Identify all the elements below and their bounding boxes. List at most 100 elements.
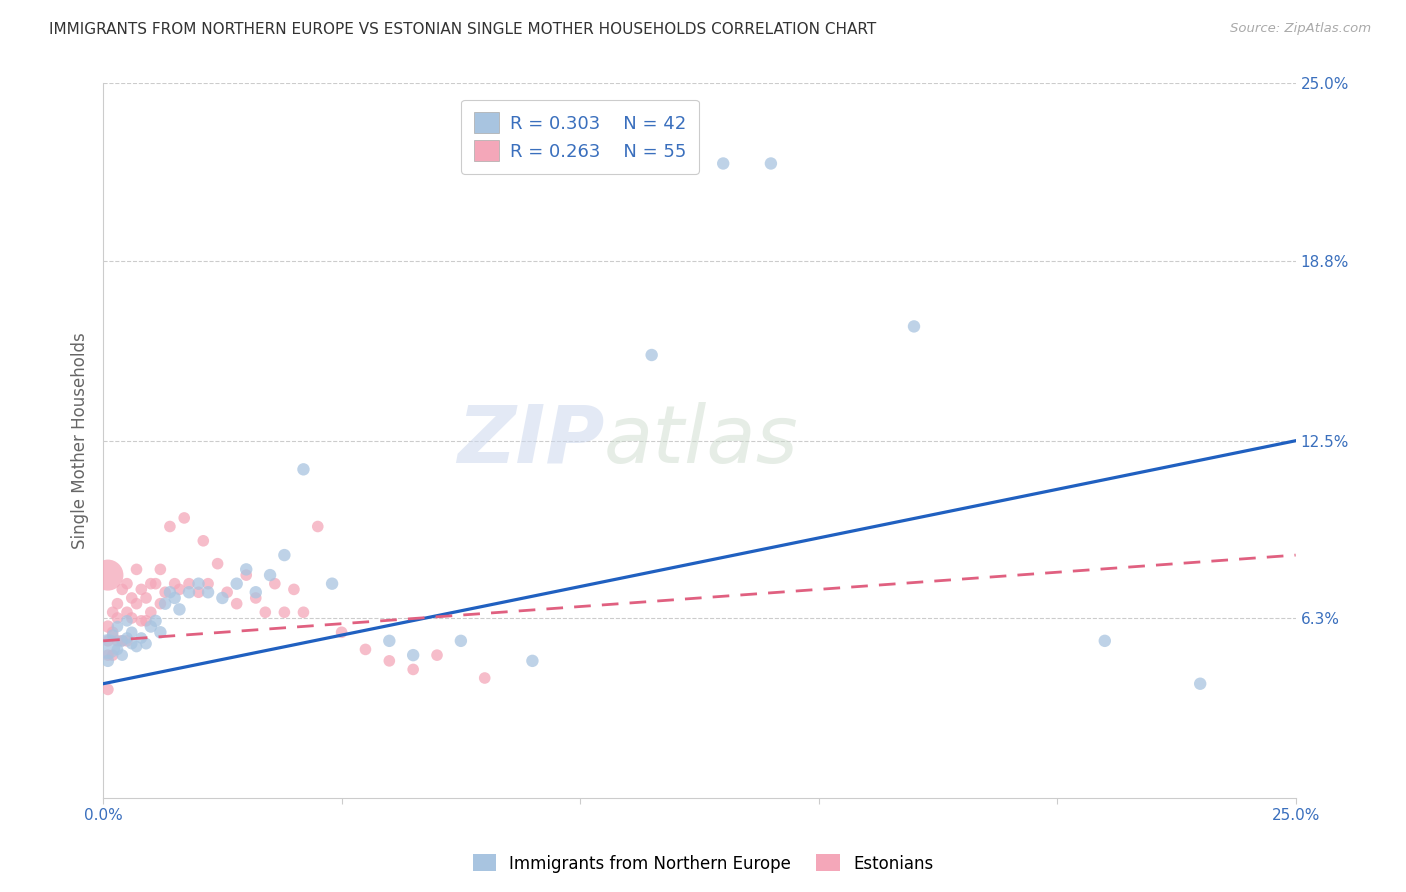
Point — [107, 619, 129, 633]
Point — [450, 633, 472, 648]
Point — [1189, 677, 1212, 691]
Point — [711, 156, 734, 170]
Point — [177, 576, 200, 591]
Point — [153, 597, 176, 611]
Point — [378, 654, 401, 668]
Point — [129, 631, 152, 645]
Point — [159, 519, 181, 533]
Point — [245, 591, 267, 605]
Point — [211, 591, 233, 605]
Point — [426, 648, 449, 662]
Point — [111, 633, 134, 648]
Point — [97, 640, 120, 654]
Point — [139, 619, 162, 633]
Point — [163, 591, 186, 605]
Point — [139, 605, 162, 619]
Legend: R = 0.303    N = 42, R = 0.263    N = 55: R = 0.303 N = 42, R = 0.263 N = 55 — [461, 100, 699, 174]
Point — [139, 576, 162, 591]
Point — [107, 597, 129, 611]
Point — [640, 348, 662, 362]
Point — [1094, 633, 1116, 648]
Point — [101, 625, 124, 640]
Point — [107, 611, 129, 625]
Point — [402, 662, 425, 676]
Point — [149, 562, 172, 576]
Point — [307, 519, 329, 533]
Point — [125, 597, 148, 611]
Point — [321, 576, 343, 591]
Point — [115, 605, 138, 619]
Point — [97, 568, 120, 582]
Point — [145, 614, 167, 628]
Point — [225, 576, 247, 591]
Point — [235, 568, 257, 582]
Point — [145, 576, 167, 591]
Point — [197, 576, 219, 591]
Point — [273, 548, 295, 562]
Point — [121, 625, 143, 640]
Text: ZIP: ZIP — [457, 401, 605, 480]
Point — [135, 614, 157, 628]
Point — [207, 557, 229, 571]
Point — [177, 585, 200, 599]
Point — [111, 648, 134, 662]
Point — [163, 576, 186, 591]
Point — [254, 605, 277, 619]
Point — [97, 633, 120, 648]
Point — [273, 605, 295, 619]
Point — [107, 642, 129, 657]
Point — [111, 633, 134, 648]
Point — [378, 633, 401, 648]
Legend: Immigrants from Northern Europe, Estonians: Immigrants from Northern Europe, Estonia… — [467, 847, 939, 880]
Text: IMMIGRANTS FROM NORTHERN EUROPE VS ESTONIAN SINGLE MOTHER HOUSEHOLDS CORRELATION: IMMIGRANTS FROM NORTHERN EUROPE VS ESTON… — [49, 22, 876, 37]
Point — [173, 511, 195, 525]
Point — [115, 576, 138, 591]
Point — [187, 585, 209, 599]
Point — [135, 637, 157, 651]
Point — [149, 597, 172, 611]
Point — [225, 597, 247, 611]
Point — [193, 533, 215, 548]
Point — [235, 562, 257, 576]
Point — [402, 648, 425, 662]
Point — [107, 633, 129, 648]
Point — [97, 648, 120, 662]
Point — [97, 654, 120, 668]
Point — [97, 619, 120, 633]
Point — [129, 582, 152, 597]
Point — [217, 585, 239, 599]
Point — [115, 614, 138, 628]
Point — [903, 319, 925, 334]
Point — [129, 614, 152, 628]
Point — [292, 605, 315, 619]
Point — [354, 642, 377, 657]
Point — [149, 625, 172, 640]
Point — [121, 611, 143, 625]
Point — [101, 628, 124, 642]
Point — [169, 582, 191, 597]
Point — [153, 585, 176, 599]
Point — [169, 602, 191, 616]
Point — [759, 156, 782, 170]
Point — [121, 637, 143, 651]
Point — [474, 671, 496, 685]
Point — [263, 576, 285, 591]
Point — [259, 568, 281, 582]
Point — [115, 633, 138, 648]
Point — [115, 631, 138, 645]
Point — [197, 585, 219, 599]
Point — [125, 640, 148, 654]
Point — [101, 605, 124, 619]
Point — [121, 591, 143, 605]
Point — [330, 625, 353, 640]
Point — [292, 462, 315, 476]
Point — [283, 582, 305, 597]
Point — [245, 585, 267, 599]
Point — [135, 591, 157, 605]
Point — [101, 648, 124, 662]
Point — [97, 682, 120, 697]
Y-axis label: Single Mother Households: Single Mother Households — [72, 333, 89, 549]
Text: Source: ZipAtlas.com: Source: ZipAtlas.com — [1230, 22, 1371, 36]
Point — [522, 654, 544, 668]
Point — [187, 576, 209, 591]
